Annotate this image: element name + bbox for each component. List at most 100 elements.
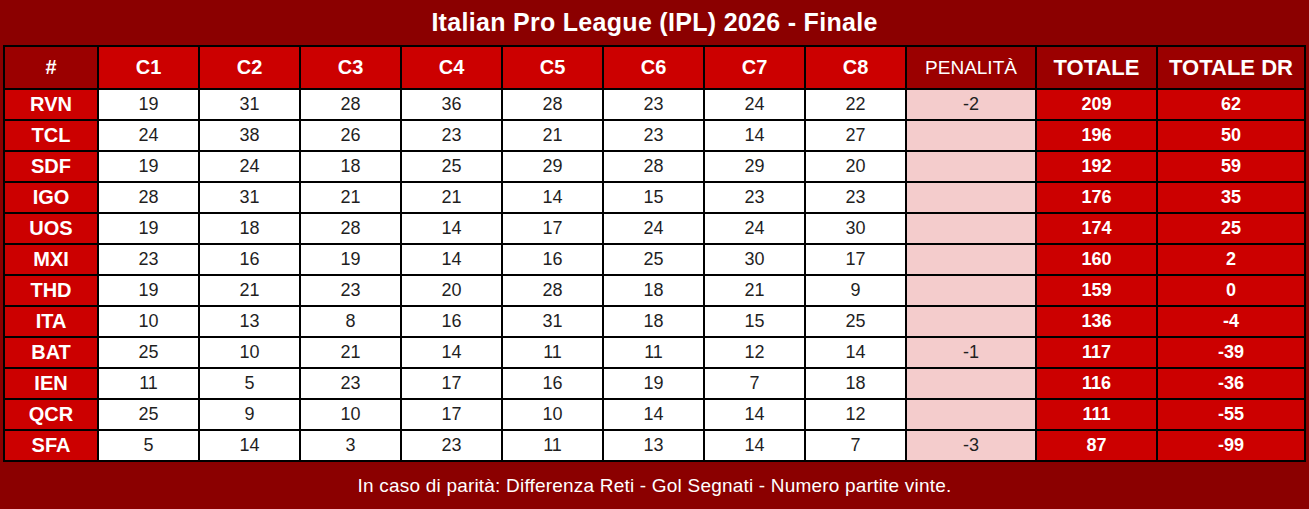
score-cell: 25 — [98, 399, 199, 430]
score-cell: 10 — [300, 399, 401, 430]
totale-dr-cell: 0 — [1157, 275, 1305, 306]
totale-dr-cell: -99 — [1157, 430, 1305, 461]
score-cell: 21 — [704, 275, 805, 306]
score-cell: 16 — [199, 244, 300, 275]
score-cell: 25 — [401, 151, 502, 182]
table-row: BAT2510211411111214-1117-39 — [4, 337, 1305, 368]
team-code: RVN — [4, 89, 98, 120]
score-cell: 17 — [401, 399, 502, 430]
score-cell: 23 — [603, 89, 704, 120]
score-cell: 10 — [502, 399, 603, 430]
table-row: QCR259101710141412111-55 — [4, 399, 1305, 430]
table-row: IGO283121211415232317635 — [4, 182, 1305, 213]
team-code: SFA — [4, 430, 98, 461]
table-row: SFA5143231113147-387-99 — [4, 430, 1305, 461]
score-cell: 20 — [401, 275, 502, 306]
score-cell: 31 — [502, 306, 603, 337]
score-cell: 26 — [300, 120, 401, 151]
penalty-cell: -3 — [906, 430, 1036, 461]
score-cell: 22 — [805, 89, 906, 120]
score-cell: 13 — [199, 306, 300, 337]
score-cell: 14 — [805, 337, 906, 368]
score-cell: 8 — [300, 306, 401, 337]
penalty-cell — [906, 399, 1036, 430]
score-cell: 11 — [603, 337, 704, 368]
score-cell: 5 — [98, 430, 199, 461]
penalty-cell — [906, 306, 1036, 337]
score-cell: 16 — [401, 306, 502, 337]
penalty-cell — [906, 120, 1036, 151]
totale-cell: 176 — [1036, 182, 1157, 213]
league-table: #C1C2C3C4C5C6C7C8PENALITÀTOTALETOTALE DR… — [3, 45, 1306, 462]
score-cell: 14 — [603, 399, 704, 430]
table-row: THD1921232028182191590 — [4, 275, 1305, 306]
team-code: ITA — [4, 306, 98, 337]
score-cell: 18 — [199, 213, 300, 244]
score-cell: 14 — [704, 430, 805, 461]
score-cell: 30 — [704, 244, 805, 275]
penalty-cell — [906, 368, 1036, 399]
totale-cell: 192 — [1036, 151, 1157, 182]
column-header-c5: C5 — [502, 46, 603, 89]
score-cell: 17 — [805, 244, 906, 275]
column-header-c8: C8 — [805, 46, 906, 89]
team-code: BAT — [4, 337, 98, 368]
score-cell: 14 — [401, 337, 502, 368]
score-cell: 16 — [502, 244, 603, 275]
team-code: THD — [4, 275, 98, 306]
score-cell: 14 — [704, 120, 805, 151]
score-cell: 14 — [199, 430, 300, 461]
score-cell: 18 — [805, 368, 906, 399]
score-cell: 12 — [805, 399, 906, 430]
penalty-cell: -1 — [906, 337, 1036, 368]
score-cell: 16 — [502, 368, 603, 399]
score-cell: 24 — [704, 213, 805, 244]
score-cell: 11 — [502, 337, 603, 368]
column-header-c6: C6 — [603, 46, 704, 89]
team-code: TCL — [4, 120, 98, 151]
score-cell: 23 — [401, 120, 502, 151]
totale-cell: 116 — [1036, 368, 1157, 399]
score-cell: 19 — [300, 244, 401, 275]
column-header-c3: C3 — [300, 46, 401, 89]
score-cell: 19 — [98, 275, 199, 306]
score-cell: 25 — [805, 306, 906, 337]
score-cell: 11 — [502, 430, 603, 461]
score-cell: 5 — [199, 368, 300, 399]
totale-cell: 209 — [1036, 89, 1157, 120]
score-cell: 28 — [98, 182, 199, 213]
score-cell: 21 — [199, 275, 300, 306]
score-cell: 31 — [199, 89, 300, 120]
column-header-penalita: PENALITÀ — [906, 46, 1036, 89]
column-header-totale: TOTALE — [1036, 46, 1157, 89]
score-cell: 19 — [98, 213, 199, 244]
table-row: ITA101381631181525136-4 — [4, 306, 1305, 337]
team-code: QCR — [4, 399, 98, 430]
totale-dr-cell: 62 — [1157, 89, 1305, 120]
score-cell: 28 — [300, 213, 401, 244]
table-row: RVN1931283628232422-220962 — [4, 89, 1305, 120]
penalty-cell — [906, 244, 1036, 275]
score-cell: 30 — [805, 213, 906, 244]
score-cell: 9 — [805, 275, 906, 306]
table-row: TCL243826232123142719650 — [4, 120, 1305, 151]
totale-cell: 159 — [1036, 275, 1157, 306]
totale-cell: 136 — [1036, 306, 1157, 337]
score-cell: 28 — [502, 89, 603, 120]
score-cell: 21 — [401, 182, 502, 213]
table-header-row: #C1C2C3C4C5C6C7C8PENALITÀTOTALETOTALE DR — [4, 46, 1305, 89]
score-cell: 23 — [704, 182, 805, 213]
score-cell: 29 — [502, 151, 603, 182]
penalty-cell: -2 — [906, 89, 1036, 120]
score-cell: 21 — [502, 120, 603, 151]
score-cell: 19 — [603, 368, 704, 399]
penalty-cell — [906, 182, 1036, 213]
score-cell: 23 — [300, 368, 401, 399]
score-cell: 36 — [401, 89, 502, 120]
score-cell: 27 — [805, 120, 906, 151]
score-cell: 15 — [704, 306, 805, 337]
score-cell: 17 — [401, 368, 502, 399]
totale-dr-cell: -55 — [1157, 399, 1305, 430]
score-cell: 23 — [98, 244, 199, 275]
page-title: Italian Pro League (IPL) 2026 - Finale — [0, 0, 1309, 45]
